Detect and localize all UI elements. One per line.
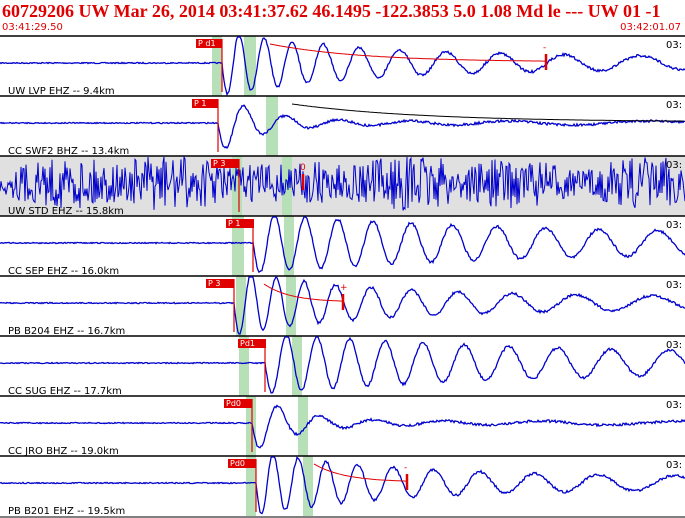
pick-label: Pd0 — [230, 459, 245, 468]
channel-panel[interactable]: Pd0 - 03: PB B201 EHZ -- 19.5km — [0, 455, 685, 517]
coda-curve — [291, 103, 684, 122]
phase-window — [246, 456, 256, 516]
amplitude-marker-label: - — [543, 43, 546, 53]
pick-flag[interactable] — [226, 219, 254, 228]
amplitude-marker-label: + — [340, 283, 348, 293]
channel-label: PB B204 EHZ -- 16.7km — [8, 326, 125, 337]
panel-time-tag: 03: — [666, 400, 682, 411]
pick-flag[interactable] — [211, 159, 239, 168]
phase-window — [298, 396, 308, 456]
panel-time-tag: 03: — [666, 460, 682, 471]
panel-time-tag: 03: — [666, 160, 682, 171]
pick-label: P d1 — [198, 39, 216, 48]
pick-flag[interactable] — [224, 399, 252, 408]
panel-time-tag: 03: — [666, 340, 682, 351]
waveform-trace — [0, 456, 685, 515]
coda-curve — [313, 463, 407, 482]
channel-panel[interactable]: P 1 03: CC SWF2 BHZ -- 13.4km — [0, 95, 685, 157]
channel-label: CC SWF2 BHZ -- 13.4km — [8, 146, 129, 157]
channel-panel[interactable]: P 3 +03: PB B204 EHZ -- 16.7km — [0, 275, 685, 337]
waveform-trace — [0, 155, 685, 211]
panel-time-tag: 03: — [666, 100, 682, 111]
channel-label: UW LVP EHZ -- 9.4km — [8, 86, 115, 97]
end-time: 03:42:01.07 — [620, 22, 681, 33]
channel-panel[interactable]: P d1 - 03: UW LVP EHZ -- 9.4km — [0, 35, 685, 97]
channel-label: PB B201 EHZ -- 19.5km — [8, 506, 125, 517]
panel-time-tag: 03: — [666, 40, 682, 51]
pick-label: P 1 — [228, 219, 240, 228]
pick-label: Pd0 — [226, 399, 241, 408]
channel-label: CC JRO BHZ -- 19.0km — [8, 446, 119, 457]
waveform-trace — [0, 104, 685, 150]
waveform-trace — [0, 216, 685, 274]
pick-label: P 3 — [213, 159, 225, 168]
waveform-trace — [0, 336, 685, 394]
pick-label: Pd1 — [240, 339, 255, 348]
channel-label: CC SUG EHZ -- 17.7km — [8, 386, 122, 397]
event-title: 60729206 UW Mar 26, 2014 03:41:37.62 46.… — [2, 1, 661, 21]
phase-window — [232, 216, 244, 276]
pick-flag[interactable] — [206, 279, 234, 288]
amplitude-marker-label: 0 — [300, 163, 306, 173]
coda-curve — [269, 43, 546, 62]
pick-flag[interactable] — [238, 339, 266, 348]
pick-flag[interactable] — [196, 39, 222, 48]
phase-window — [284, 216, 294, 276]
phase-window — [303, 456, 313, 516]
channel-label: CC SEP EHZ -- 16.0km — [8, 266, 119, 277]
waveform-trace — [0, 404, 685, 449]
amplitude-marker-label: - — [404, 463, 407, 473]
start-time: 03:41:29.50 — [2, 22, 63, 33]
channel-panel[interactable]: Pd1 03: CC SUG EHZ -- 17.7km — [0, 335, 685, 397]
phase-window — [292, 336, 302, 396]
coda-curve — [263, 283, 343, 302]
phase-window — [246, 396, 256, 456]
phase-window — [244, 36, 256, 96]
pick-label: P 1 — [194, 99, 206, 108]
channel-panel[interactable]: P 1 03: CC SEP EHZ -- 16.0km — [0, 215, 685, 277]
waveform-trace — [0, 36, 685, 97]
panel-time-tag: 03: — [666, 220, 682, 231]
channel-label: UW STD EHZ -- 15.8km — [8, 206, 124, 217]
channel-panel[interactable]: P 3 0 03: UW STD EHZ -- 15.8km — [0, 155, 685, 217]
phase-window — [212, 36, 222, 96]
panel-time-tag: 03: — [666, 280, 682, 291]
phase-window — [236, 276, 246, 336]
phase-window — [232, 156, 242, 216]
phase-window — [239, 336, 249, 396]
pick-flag[interactable] — [228, 459, 256, 468]
pick-label: P 3 — [208, 279, 220, 288]
pick-flag[interactable] — [192, 99, 218, 108]
phase-window — [286, 276, 296, 336]
phase-window — [282, 156, 292, 216]
channel-panel[interactable]: Pd0 03: CC JRO BHZ -- 19.0km — [0, 395, 685, 457]
